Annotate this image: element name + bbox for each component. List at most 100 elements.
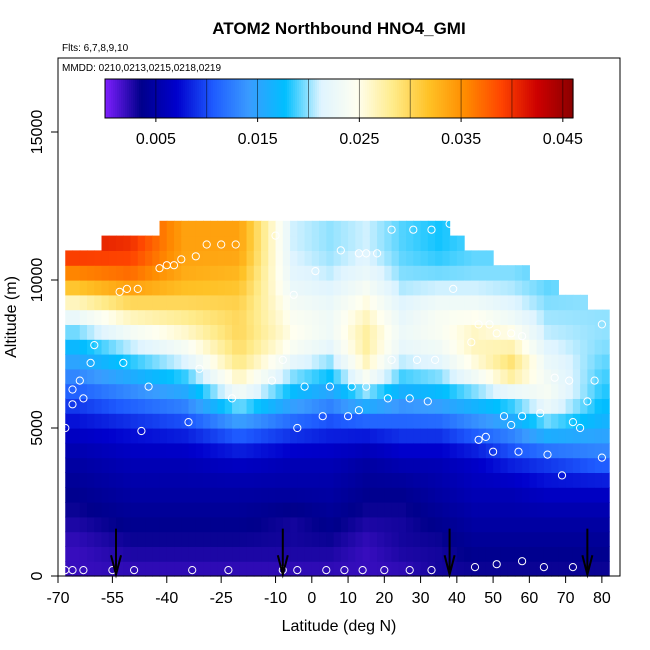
- sample-point: [318, 412, 327, 421]
- heatmap-cell: [130, 235, 139, 251]
- sample-point: [427, 225, 436, 234]
- heatmap-cell: [427, 383, 436, 399]
- heatmap-cell: [311, 487, 320, 503]
- heatmap-cell: [319, 354, 327, 370]
- heatmap-cell: [398, 383, 407, 399]
- heatmap-cell: [94, 250, 103, 266]
- heatmap-cell: [239, 294, 248, 311]
- colorbar-segment: [503, 79, 506, 118]
- heatmap-cell: [319, 457, 327, 473]
- heatmap-cell: [377, 502, 385, 518]
- heatmap-cell: [420, 250, 429, 266]
- colorbar-segment: [463, 79, 466, 118]
- heatmap-cell: [522, 502, 530, 518]
- sample-point: [474, 435, 483, 444]
- colorbar-tick-label: 0.015: [238, 131, 278, 148]
- colorbar-segment: [293, 79, 296, 118]
- heatmap-cell: [558, 354, 567, 370]
- colorbar-segment: [361, 79, 364, 118]
- heatmap-cell: [485, 250, 494, 266]
- heatmap-cell: [420, 398, 429, 414]
- heatmap-cell: [101, 428, 110, 444]
- colorbar-segment: [355, 79, 358, 118]
- heatmap-cell: [268, 294, 277, 311]
- colorbar-segment: [223, 79, 226, 118]
- colorbar-segment: [205, 79, 208, 118]
- heatmap-cell: [493, 516, 501, 533]
- heatmap-cell: [239, 220, 248, 237]
- colorbar-segment: [119, 79, 122, 118]
- heatmap-cell: [217, 516, 226, 533]
- heatmap-cell: [478, 368, 487, 385]
- heatmap-cell: [253, 309, 262, 325]
- colorbar-segment: [433, 79, 436, 118]
- heatmap-cell: [108, 531, 117, 547]
- heatmap-cell: [594, 487, 603, 503]
- heatmap-cell: [406, 516, 414, 533]
- heatmap-cell: [166, 516, 175, 533]
- heatmap-cell: [435, 561, 443, 577]
- sample-point: [79, 566, 88, 575]
- heatmap-cell: [435, 265, 443, 281]
- heatmap-cell: [297, 516, 306, 533]
- colorbar-segment: [197, 79, 200, 118]
- heatmap-cell: [203, 413, 211, 429]
- heatmap-cell: [391, 339, 400, 355]
- heatmap-cell: [152, 472, 161, 488]
- heatmap-cell: [442, 220, 451, 237]
- heatmap-cell: [94, 442, 103, 459]
- heatmap-cell: [601, 472, 610, 488]
- heatmap-cell: [87, 383, 95, 399]
- heatmap-cell: [239, 383, 248, 399]
- heatmap-cell: [572, 546, 581, 562]
- heatmap-cell: [253, 280, 262, 296]
- heatmap-cell: [435, 235, 443, 251]
- heatmap-cell: [224, 546, 233, 562]
- heatmap-cell: [239, 339, 248, 355]
- heatmap-cell: [72, 472, 81, 488]
- colorbar-segment: [309, 79, 312, 118]
- heatmap-cell: [282, 220, 291, 237]
- heatmap-cell: [108, 413, 117, 429]
- heatmap-cell: [224, 354, 233, 370]
- heatmap-cell: [232, 368, 240, 385]
- heatmap-cell: [282, 339, 291, 355]
- heatmap-cell: [377, 368, 385, 385]
- heatmap-cell: [536, 294, 545, 311]
- colorbar-segment: [249, 79, 252, 118]
- heatmap-cell: [145, 250, 153, 266]
- heatmap-cell: [587, 368, 596, 385]
- heatmap-cell: [514, 472, 523, 488]
- heatmap-cell: [427, 250, 436, 266]
- heatmap-cell: [195, 561, 204, 577]
- heatmap-cell: [471, 383, 480, 399]
- heatmap-cell: [203, 309, 211, 325]
- heatmap-cell: [282, 442, 291, 459]
- heatmap-cell: [311, 280, 320, 296]
- colorbar-segment: [395, 79, 398, 118]
- heatmap-cell: [500, 265, 509, 281]
- heatmap-cell: [72, 324, 81, 340]
- x-tick-label: 30: [412, 590, 430, 607]
- heatmap-cell: [297, 457, 306, 473]
- heatmap-cell: [442, 398, 451, 414]
- heatmap-cell: [565, 457, 574, 473]
- colorbar-tick-label: 0.025: [339, 131, 379, 148]
- heatmap-cell: [594, 398, 603, 414]
- heatmap-cell: [362, 487, 371, 503]
- heatmap-cell: [297, 383, 306, 399]
- heatmap-cell: [543, 531, 552, 547]
- heatmap-cell: [398, 265, 407, 281]
- heatmap-cell: [304, 516, 313, 533]
- heatmap-cell: [572, 442, 581, 459]
- heatmap-cell: [195, 457, 204, 473]
- heatmap-cell: [601, 531, 610, 547]
- heatmap-cell: [348, 339, 356, 355]
- heatmap-cell: [427, 531, 436, 547]
- heatmap-cell: [406, 487, 414, 503]
- x-tick-label: 80: [593, 590, 611, 607]
- heatmap-cell: [543, 383, 552, 399]
- colorbar-segment: [535, 79, 538, 118]
- sample-point: [278, 355, 287, 364]
- heatmap-cell: [224, 294, 233, 311]
